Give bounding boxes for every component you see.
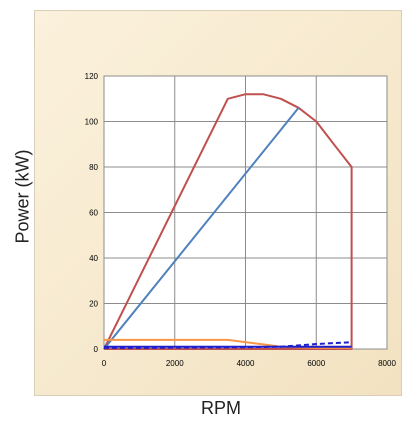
y-tick-label-1: 20 [89,300,98,309]
y-tick-label-0: 0 [94,345,99,354]
y-tick-label-4: 80 [89,163,98,172]
series-line-1 [103,107,300,350]
chart-frame: 0 20 40 60 80 100 120 0 2000 4000 6000 8000 [34,10,402,396]
y-tick-label-5: 100 [85,118,99,127]
y-tick-label-3: 60 [89,209,98,218]
y-tick-label-2: 40 [89,254,98,263]
x-tick-label-4: 8000 [378,359,396,368]
x-axis-label: RPM [201,398,241,418]
chart-plot: 0 20 40 60 80 100 120 0 2000 4000 6000 8000 [85,72,397,368]
x-tick-label-2: 4000 [237,359,255,368]
x-tick-label-1: 2000 [166,359,184,368]
series-line-2 [104,338,352,349]
y-axis-label: Power (kW) [12,149,33,244]
x-tick-label-0: 0 [102,359,107,368]
x-tick-label-3: 6000 [307,359,325,368]
y-tick-label-6: 120 [85,72,99,81]
